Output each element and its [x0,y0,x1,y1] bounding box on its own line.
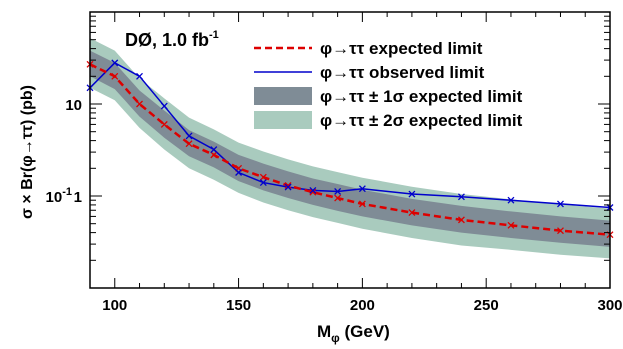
expected-point [160,120,168,128]
legend-label: φ→ττ ± 1σ expected limit [320,87,523,106]
observed-point [160,102,168,110]
expected-point [358,200,366,208]
observed-point [185,132,193,140]
legend-entry: φ→ττ expected limit [254,39,483,58]
y-axis-label: σ × Br(φ→ττ) (pb) [19,85,36,219]
y-tick-label: 1 [74,189,82,206]
expected-point [309,188,317,196]
expected-point [334,194,342,202]
legend-swatch-band2 [254,111,312,129]
legend-entry: φ→ττ observed limit [254,63,485,82]
legend-label: φ→ττ ± 2σ expected limit [320,111,523,130]
observed-point [557,200,564,208]
ticks-layer [89,12,611,289]
expected-point [557,227,564,235]
y-tick-label: 10 [65,97,82,114]
legend-swatch-band1 [254,87,312,105]
expected-point [507,221,515,229]
expected-point [259,173,267,181]
expected-point [408,209,416,217]
expected-point [457,216,465,224]
x-tick-label: 150 [226,297,251,314]
x-axis-label-sub: φ [331,331,340,345]
observed-point [507,196,515,204]
plot-frame [89,11,611,289]
bands-layer [90,38,610,259]
observed-point [284,183,292,191]
lines-layer [86,59,614,239]
legend-label: φ→ττ observed limit [320,63,485,82]
observed-point [235,169,243,176]
legend-entry: φ→ττ ± 1σ expected limit [254,87,523,106]
legend-entry: φ→ττ ± 2σ expected limit [254,111,523,130]
observed-point [111,59,119,67]
legend: φ→ττ expected limit φ→ττ observed limit φ→… [254,39,523,130]
band-1sigma [90,50,610,247]
observed-point [210,146,218,153]
experiment-label-sup: -1 [209,29,219,41]
x-tick-label: 100 [102,297,127,314]
observed-point [358,185,366,193]
x-tick-label: 200 [350,297,375,314]
x-tick-label: 250 [474,297,499,314]
observed-point [334,188,342,195]
observed-point [309,186,317,194]
observed-point [136,72,143,80]
observed-point [457,193,465,201]
expected-point [284,182,292,189]
experiment-label: DØ, 1.0 fb-1 [125,29,219,50]
band-2sigma [90,38,610,259]
observed-point [259,179,267,187]
expected-point [111,72,119,80]
expected-point [210,151,218,159]
x-tick-label: 300 [597,297,622,314]
x-axis-label: Mφ (GeV) [317,322,390,345]
expected-point [185,140,193,148]
observed-point [408,190,416,198]
y-tick-label: 10-1 [46,186,72,206]
expected-point [136,100,143,108]
legend-label: φ→ττ expected limit [320,39,483,58]
